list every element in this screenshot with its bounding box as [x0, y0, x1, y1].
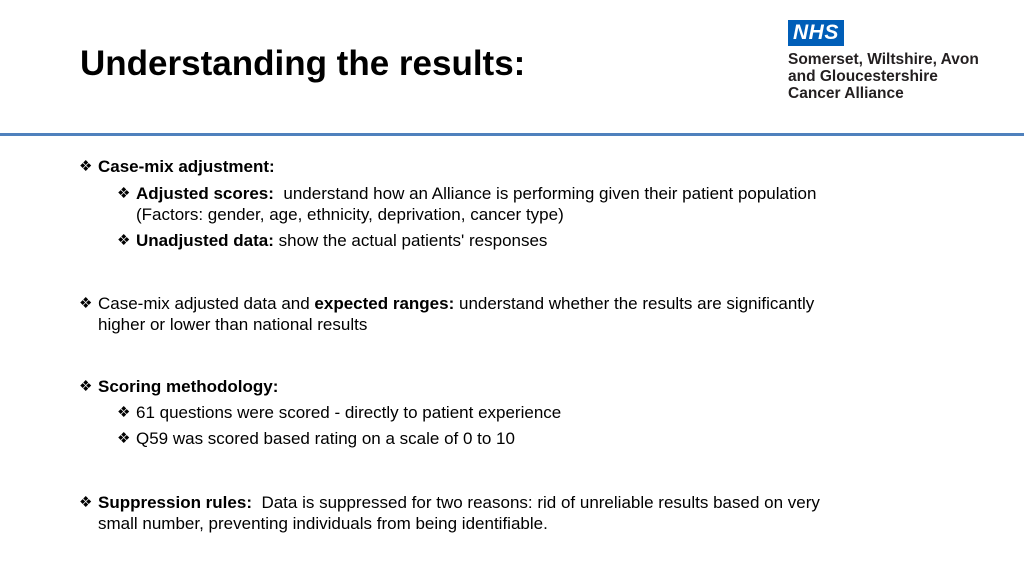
expected-ranges-label: expected ranges: — [314, 294, 455, 313]
diamond-bullet-icon: ❖ — [79, 295, 93, 312]
bullet-scoring-item-1: ❖ 61 questions were scored - directly to… — [117, 402, 562, 423]
diamond-bullet-icon: ❖ — [117, 232, 131, 249]
bullet-expected-ranges: ❖ Case-mix adjusted data and expected ra… — [79, 293, 815, 314]
casemix-heading: Case-mix adjustment: — [98, 157, 275, 176]
organisation-name: Somerset, Wiltshire, Avon and Gloucester… — [788, 51, 1008, 102]
bullet-suppression-rules: ❖ Suppression rules: Data is suppressed … — [79, 492, 820, 513]
diamond-bullet-icon: ❖ — [117, 185, 131, 202]
ranges-text-line1: understand whether the results are signi… — [458, 294, 815, 313]
bullet-casemix-heading: ❖ Case-mix adjustment: — [79, 156, 275, 177]
organisation-line-3: Cancer Alliance — [788, 85, 904, 102]
nhs-logo: NHS Somerset, Wiltshire, Avon and Glouce… — [788, 20, 1008, 102]
bullet-scoring-heading: ❖ Scoring methodology: — [79, 376, 279, 397]
diamond-bullet-icon: ❖ — [117, 430, 131, 447]
nhs-badge: NHS — [788, 20, 844, 46]
unadjusted-data-text: show the actual patients' responses — [278, 231, 548, 250]
organisation-line-2: and Gloucestershire — [788, 68, 938, 85]
organisation-line-1: Somerset, Wiltshire, Avon — [788, 51, 979, 68]
bullet-scoring-item-2: ❖ Q59 was scored based rating on a scale… — [117, 428, 515, 449]
adjusted-factors: (Factors: gender, age, ethnicity, depriv… — [136, 205, 564, 224]
ranges-prefix: Case-mix adjusted data and — [98, 294, 315, 313]
diamond-bullet-icon: ❖ — [79, 494, 93, 511]
ranges-text-line2: higher or lower than national results — [98, 315, 368, 334]
diamond-bullet-icon: ❖ — [79, 158, 93, 175]
adjusted-scores-label: Adjusted scores: — [136, 184, 274, 203]
scoring-heading: Scoring methodology: — [98, 377, 279, 396]
bullet-adjusted-scores: ❖ Adjusted scores: understand how an All… — [117, 183, 817, 204]
bullet-unadjusted-data: ❖ Unadjusted data: show the actual patie… — [117, 230, 548, 251]
suppression-text-line1: Data is suppressed for two reasons: rid … — [261, 493, 820, 512]
unadjusted-data-label: Unadjusted data: — [136, 231, 274, 250]
diamond-bullet-icon: ❖ — [117, 404, 131, 421]
adjusted-scores-text: understand how an Alliance is performing… — [283, 184, 817, 203]
page-title: Understanding the results: — [80, 44, 526, 83]
suppression-text-line2: small number, preventing individuals fro… — [98, 514, 548, 533]
scoring-item-2-text: Q59 was scored based rating on a scale o… — [136, 429, 515, 448]
header-divider — [0, 133, 1024, 136]
suppression-label: Suppression rules: — [98, 493, 252, 512]
scoring-item-1-text: 61 questions were scored - directly to p… — [136, 403, 562, 422]
diamond-bullet-icon: ❖ — [79, 378, 93, 395]
